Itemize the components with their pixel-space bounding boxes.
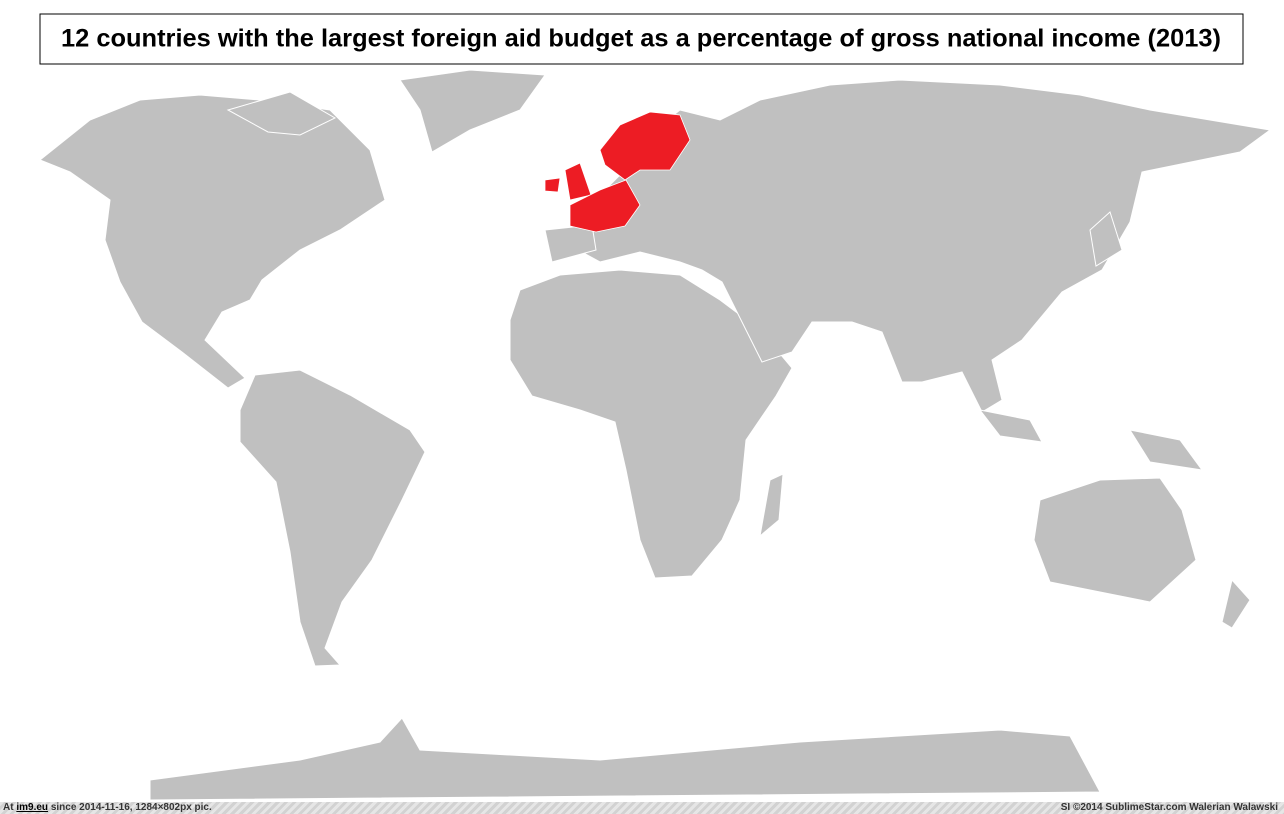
- new-guinea: [1128, 429, 1204, 471]
- africa: [509, 269, 793, 579]
- greenland: [399, 69, 546, 153]
- north-america: [39, 94, 386, 389]
- footer-left: At im9.eu since 2014-11-16, 1284×802px p…: [3, 802, 212, 814]
- japan: [1089, 211, 1123, 267]
- footer-prefix: At: [3, 802, 14, 813]
- title-box: [39, 13, 1244, 65]
- madagascar: [759, 473, 784, 538]
- footer-suffix: since 2014-11-16, 1284×802px pic.: [50, 802, 212, 813]
- south-america: [239, 369, 426, 667]
- footer-link[interactable]: im9.eu: [16, 802, 49, 813]
- indonesia: [978, 409, 1043, 443]
- new-zealand: [1221, 578, 1251, 629]
- western-europe: [569, 179, 641, 233]
- ireland: [544, 177, 561, 193]
- united-kingdom: [564, 162, 592, 201]
- highlighted-countries: [544, 111, 691, 233]
- land: [39, 69, 1272, 801]
- map-title: 12 countries with the largest foreign ai…: [61, 25, 1221, 53]
- scandinavia: [599, 111, 691, 181]
- australia: [1033, 477, 1197, 603]
- eurasia: [558, 79, 1272, 413]
- footer-right: SI ©2014 SublimeStar.com Walerian Walaws…: [1060, 802, 1278, 813]
- antarctica: [149, 717, 1101, 801]
- footer: At im9.eu since 2014-11-16, 1284×802px p…: [0, 802, 1284, 814]
- arctic-islands: [226, 91, 337, 136]
